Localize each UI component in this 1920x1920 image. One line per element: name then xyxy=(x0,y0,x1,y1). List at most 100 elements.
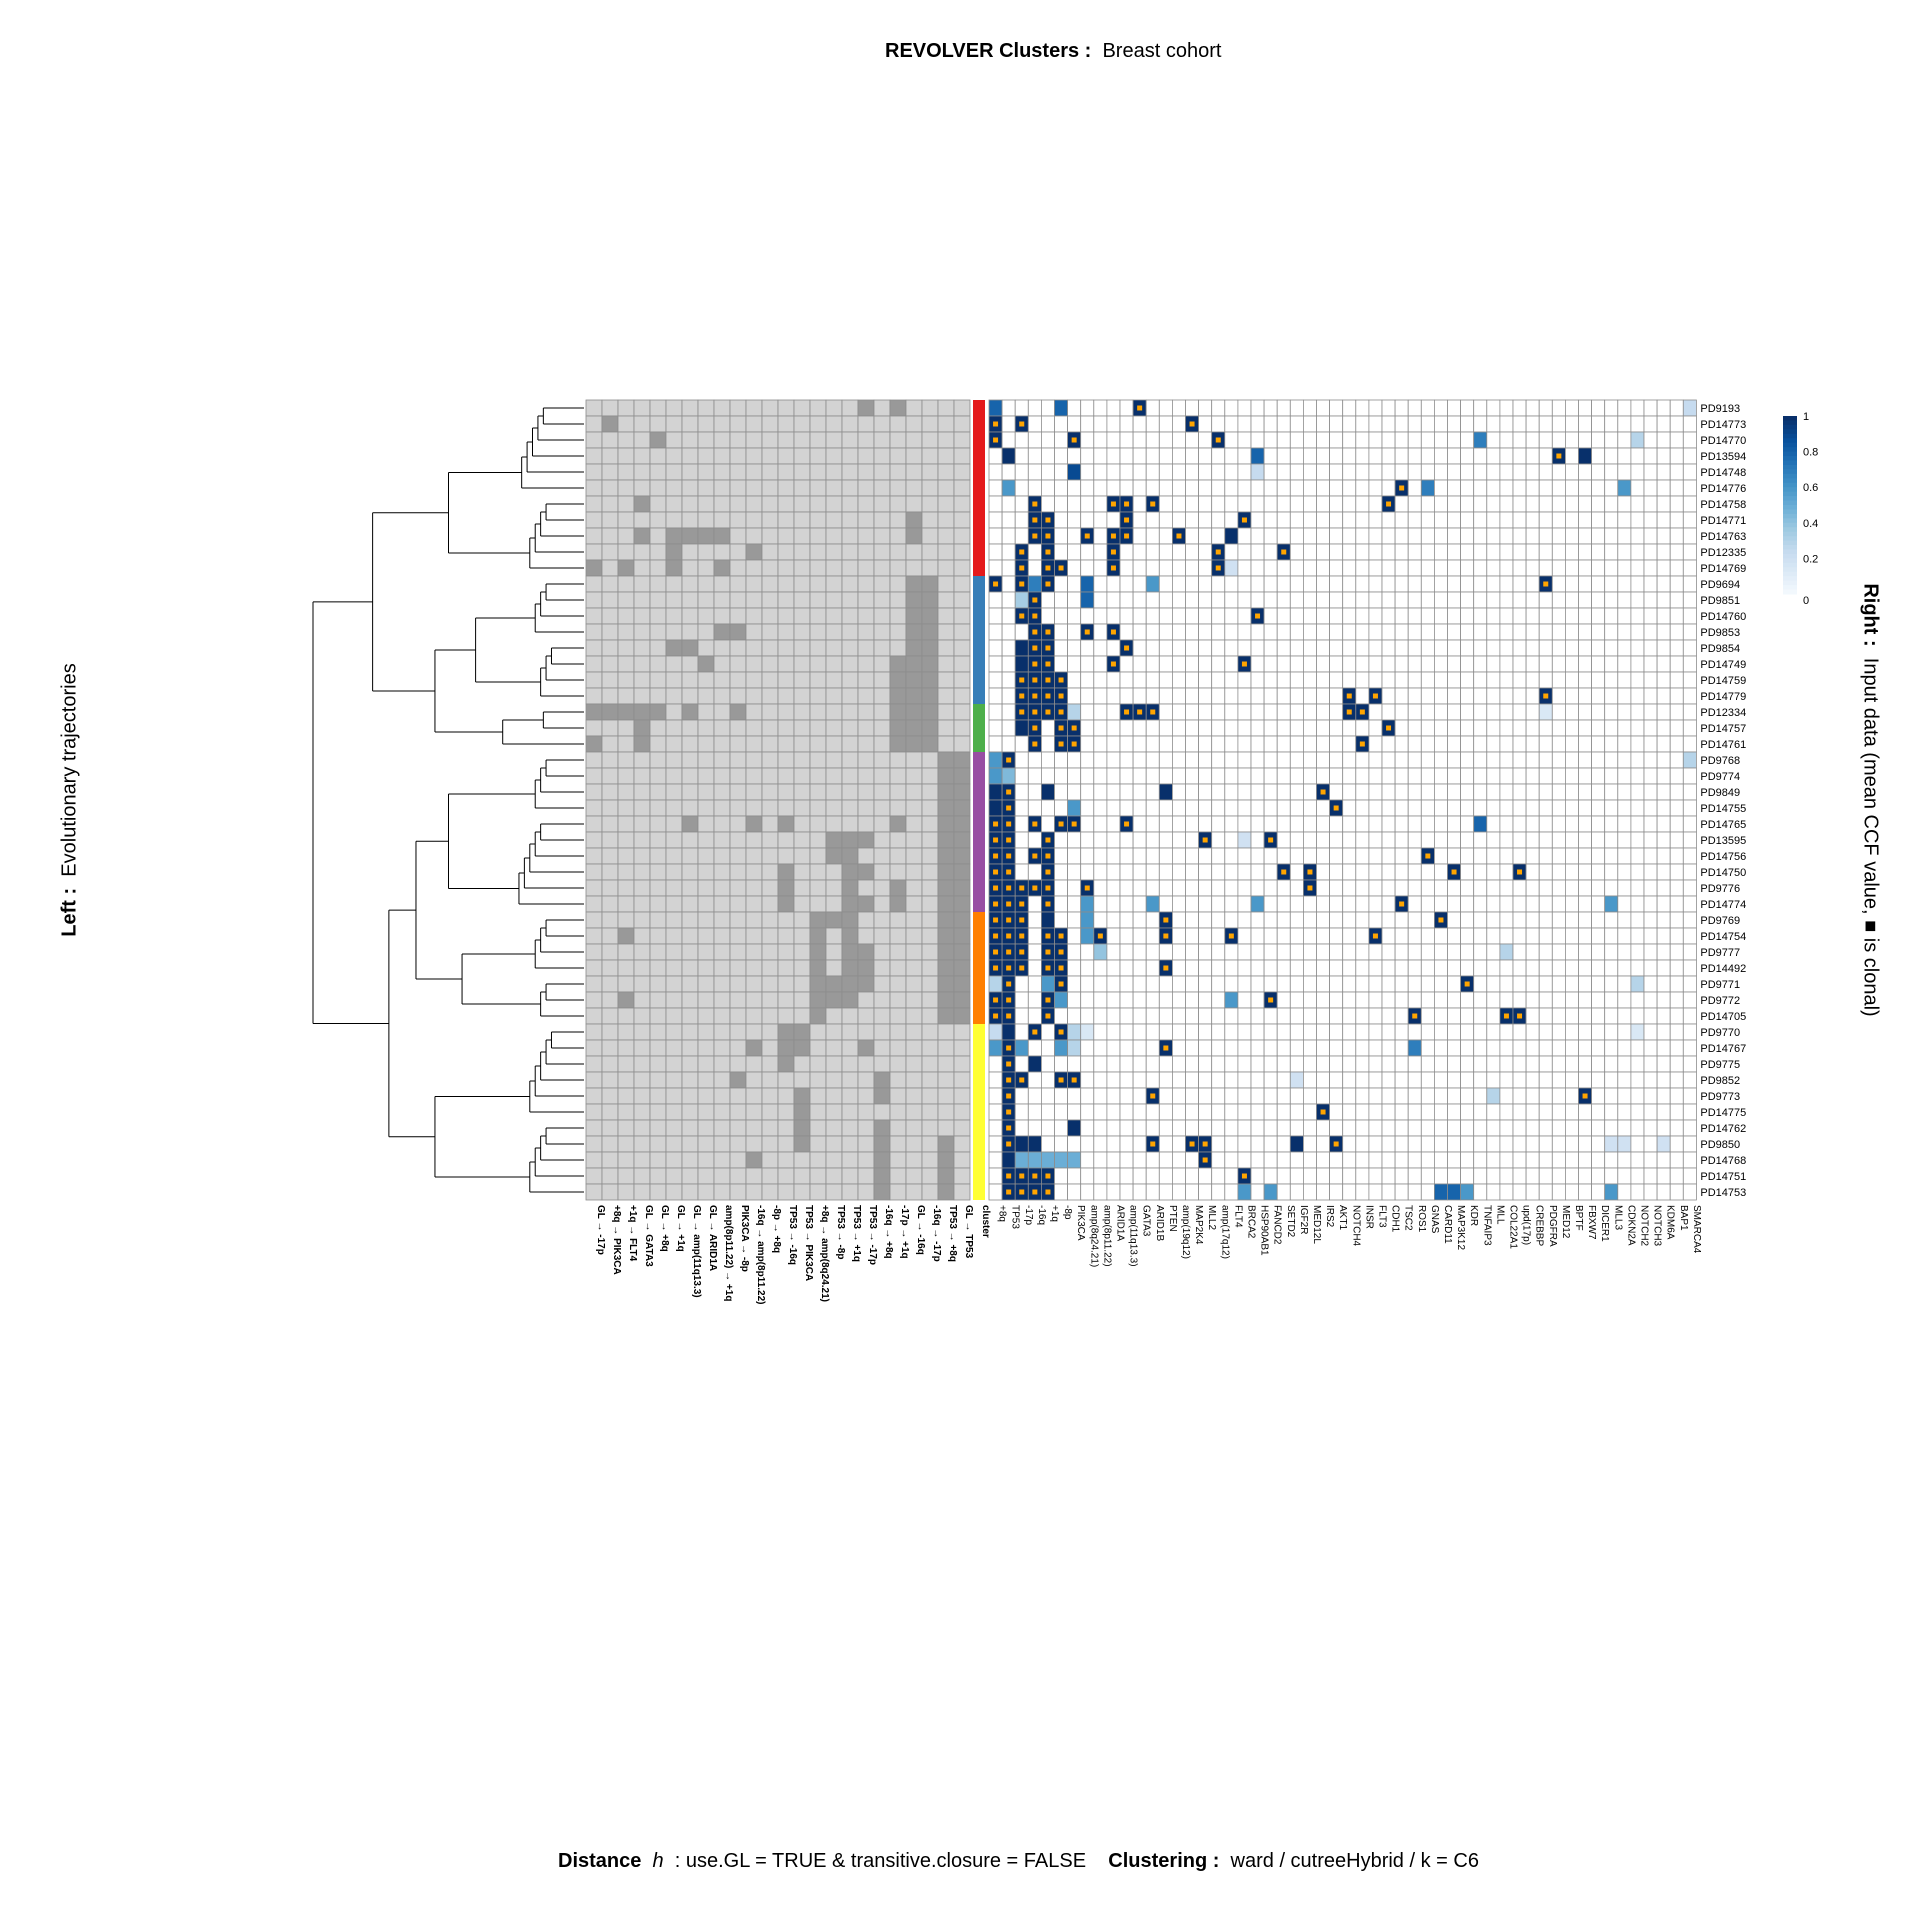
trajectory-cell xyxy=(617,639,635,657)
ccf-cell xyxy=(1001,591,1016,609)
ccf-cell xyxy=(1106,639,1121,657)
ccf-cell xyxy=(1669,527,1684,545)
trajectory-cell xyxy=(761,1151,779,1169)
ccf-cell xyxy=(1604,1103,1619,1121)
ccf-cell xyxy=(1211,895,1226,913)
clonal-marker xyxy=(1124,533,1130,539)
ccf-cell xyxy=(1604,687,1619,705)
trajectory-cell xyxy=(697,511,715,529)
ccf-cell xyxy=(1211,815,1226,833)
ccf-cell xyxy=(1237,479,1252,497)
ccf-cell xyxy=(1538,1007,1553,1025)
ccf-cell xyxy=(1420,815,1435,833)
ccf-cell xyxy=(1172,623,1186,641)
ccf-cell xyxy=(988,719,1003,737)
ccf-cell xyxy=(1447,687,1462,705)
ccf-cell xyxy=(988,1055,1003,1073)
ccf-cell xyxy=(1132,879,1147,897)
trajectory-cell xyxy=(649,719,667,737)
ccf-cell xyxy=(1591,1055,1606,1073)
ccf-cell xyxy=(1604,527,1619,545)
ccf-cell xyxy=(1093,671,1108,689)
trajectory-cell xyxy=(729,719,747,737)
clonal-marker xyxy=(1006,917,1012,923)
ccf-cell xyxy=(1669,863,1684,881)
trajectory-cell xyxy=(793,1103,811,1121)
trajectory-cell xyxy=(665,767,683,785)
ccf-cell xyxy=(1027,863,1042,881)
ccf-cell xyxy=(1434,687,1448,705)
ccf-cell xyxy=(1473,879,1488,897)
ccf-cell xyxy=(1604,735,1619,753)
ccf-cell xyxy=(1106,575,1121,593)
trajectory-cell xyxy=(873,799,891,817)
ccf-cell xyxy=(1434,1183,1448,1201)
ccf-cell xyxy=(1525,703,1540,721)
trajectory-cell xyxy=(745,959,763,977)
ccf-cell xyxy=(1355,655,1370,673)
ccf-cell xyxy=(1355,447,1370,465)
ccf-cell xyxy=(1486,399,1501,417)
trajectory-cell xyxy=(665,975,683,993)
ccf-cell xyxy=(1565,431,1579,449)
trajectory-cell xyxy=(601,719,619,737)
ccf-cell xyxy=(1643,895,1658,913)
ccf-cell xyxy=(1198,815,1213,833)
ccf-cell xyxy=(1656,783,1671,801)
trajectory-cell xyxy=(825,767,843,785)
sample-label: PD14773 xyxy=(1700,419,1746,431)
ccf-cell xyxy=(1224,479,1239,497)
trajectory-cell xyxy=(857,1119,875,1137)
trajectory-cell xyxy=(777,927,795,945)
ccf-cell xyxy=(1486,1071,1501,1089)
ccf-cell xyxy=(1027,1087,1042,1105)
ccf-cell xyxy=(1250,655,1265,673)
clonal-marker xyxy=(1019,549,1025,555)
ccf-cell xyxy=(1617,527,1632,545)
ccf-cell xyxy=(1185,1119,1200,1137)
clonal-marker xyxy=(1032,1029,1038,1035)
ccf-cell xyxy=(1172,1007,1186,1025)
ccf-cell xyxy=(1145,879,1160,897)
trajectory-cell xyxy=(633,1167,651,1185)
trajectory-cell xyxy=(921,863,939,881)
ccf-cell xyxy=(1276,1023,1291,1041)
trajectory-cell xyxy=(681,927,699,945)
ccf-cell xyxy=(1368,655,1383,673)
trajectory-cell xyxy=(809,943,827,961)
trajectory-cell xyxy=(777,815,795,833)
ccf-cell xyxy=(1289,831,1304,849)
ccf-cell xyxy=(1172,687,1186,705)
ccf-cell xyxy=(1682,767,1697,785)
ccf-cell xyxy=(1027,1151,1042,1169)
ccf-cell xyxy=(1014,783,1029,801)
ccf-cell xyxy=(1486,783,1501,801)
ccf-cell xyxy=(1067,623,1082,641)
legend-gradient-step xyxy=(1783,460,1797,466)
trajectory-cell xyxy=(713,575,731,593)
trajectory-cell xyxy=(681,399,699,417)
trajectory-cell xyxy=(873,703,891,721)
trajectory-cell xyxy=(729,495,747,513)
ccf-cell xyxy=(1263,399,1278,417)
ccf-cell xyxy=(1486,815,1501,833)
trajectory-cell xyxy=(761,479,779,497)
ccf-cell xyxy=(1656,399,1671,417)
ccf-cell xyxy=(1447,399,1462,417)
ccf-cell xyxy=(1054,591,1069,609)
trajectory-cell xyxy=(713,799,731,817)
ccf-cell xyxy=(1289,1039,1304,1057)
trajectory-cell xyxy=(825,479,843,497)
ccf-cell xyxy=(1329,751,1344,769)
ccf-cell xyxy=(1263,1151,1278,1169)
trajectory-cell xyxy=(921,415,939,433)
ccf-cell xyxy=(1250,911,1265,929)
trajectory-cell xyxy=(825,607,843,625)
ccf-cell xyxy=(1237,815,1252,833)
trajectory-cell xyxy=(601,863,619,881)
ccf-cell xyxy=(1342,479,1357,497)
cluster-cell xyxy=(973,848,985,864)
trajectory-cell xyxy=(953,655,971,673)
cluster-cell xyxy=(973,1008,985,1024)
ccf-cell xyxy=(1276,879,1291,897)
